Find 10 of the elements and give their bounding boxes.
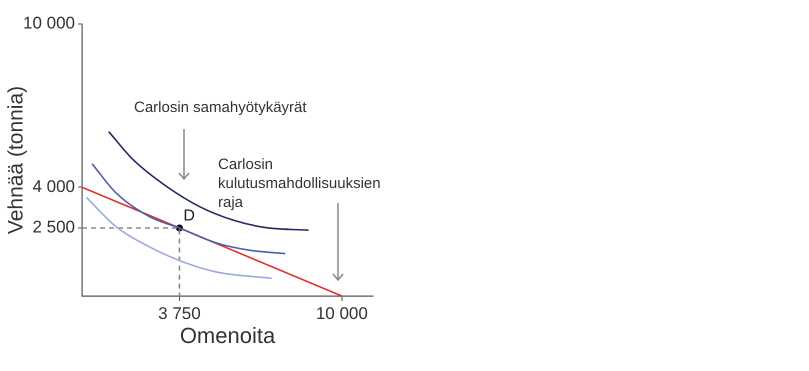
y-tick-label: 4 000 — [32, 176, 75, 196]
annotation: Carlosin samahyötykäyrät — [134, 98, 308, 117]
annotation: Carlosin kulutusmahdollisuuksien raja — [218, 155, 381, 212]
series-label: D — [183, 207, 195, 224]
y-tick-label: 10 000 — [23, 14, 75, 33]
x-axis-title: Omenoita — [180, 322, 276, 348]
x-tick-label: 3 750 — [158, 304, 201, 323]
y-tick-label: 2 500 — [32, 218, 75, 237]
y-axis-title: Vehnää (tonnia) — [4, 86, 28, 234]
line-series — [86, 196, 272, 280]
